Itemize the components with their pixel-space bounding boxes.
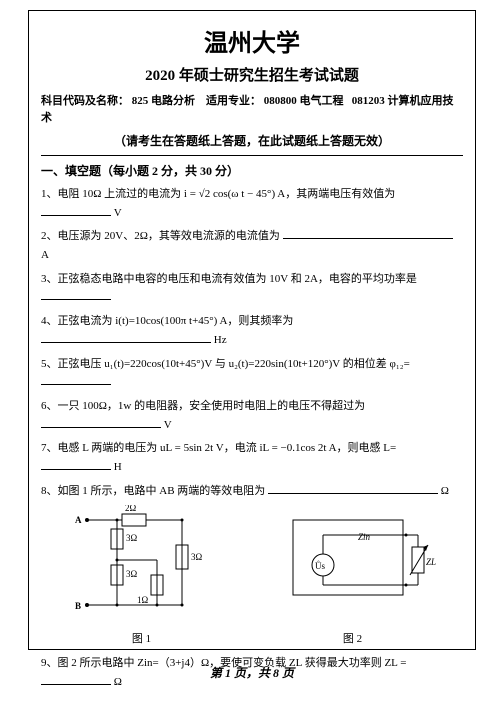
q8: 8、如图 1 所示，电路中 AB 两端的等效电阻为 Ω [41,482,463,501]
divider [41,155,463,156]
q7-text: 7、电感 L 两端的电压为 uL = 5sin 2t V，电流 iL = −0.… [41,442,396,454]
major-label: 适用专业： [206,95,261,107]
q1: 1、电阻 10Ω 上流过的电流为 i = √2 cos(ω t − 45°) A… [41,185,463,222]
blank [41,373,111,385]
page-number: 第 1 页，共 8 页 [210,666,294,680]
blank [41,288,111,300]
fig1-label: 图 1 [67,630,217,646]
q4: 4、正弦电流为 i(t)=10cos(100π t+45°) A，则其频率为 H… [41,312,463,349]
q1-unit: V [114,207,122,219]
page-border: 温州大学 2020 年硕士研究生招生考试试题 科目代码及名称： 825 电路分析… [28,10,476,650]
content: 温州大学 2020 年硕士研究生招生考试试题 科目代码及名称： 825 电路分析… [29,11,475,705]
figures-row: A 2Ω 3Ω 3Ω [41,505,463,646]
figure-2: Zin Ůs [268,505,438,646]
q7: 7、电感 L 两端的电压为 uL = 5sin 2t V，电流 iL = −0.… [41,439,463,476]
section1-title: 一、填空题（每小题 2 分，共 30 分） [41,162,463,179]
fig1-B: B [75,601,81,611]
q8-text: 8、如图 1 所示，电路中 AB 两端的等效电阻为 [41,485,265,497]
q2-text: 2、电压源为 20V、2Ω，其等效电流源的电流值为 [41,230,280,242]
exam-title: 2020 年硕士研究生招生考试试题 [41,64,463,85]
q7-unit: H [114,461,122,473]
blank [41,204,111,216]
blank [41,331,211,343]
figure-1-svg: A 2Ω 3Ω 3Ω [67,505,217,625]
q8-unit: Ω [441,485,449,497]
q4-text: 4、正弦电流为 i(t)=10cos(100π t+45°) A，则其频率为 [41,315,293,327]
blank [41,416,161,428]
blank [283,227,453,239]
fig2-label: 图 2 [268,630,438,646]
q6-text: 6、一只 100Ω，1w 的电阻器，安全使用时电阻上的电压不得超过为 [41,400,365,412]
subject-label: 科目代码及名称： [41,95,129,107]
fig1-r1: 1Ω [137,595,149,605]
major1: 080800 电气工程 [264,95,344,107]
fig1-A: A [75,515,82,525]
subject-line: 科目代码及名称： 825 电路分析 适用专业： 080800 电气工程 0812… [41,93,463,126]
university-name: 温州大学 [41,23,463,58]
fig1-r3b: 3Ω [191,552,203,562]
q2: 2、电压源为 20V、2Ω，其等效电流源的电流值为 A [41,227,463,264]
fig2-zin: Zin [358,532,371,542]
figure-1: A 2Ω 3Ω 3Ω [67,505,217,646]
fig2-us: Ůs [315,561,325,571]
q1-text: 1、电阻 10Ω 上流过的电流为 i = √2 cos(ω t − 45°) A… [41,188,395,200]
q5-text: 5、正弦电压 u₁(t)=220cos(10t+45°)V 与 u₂(t)=22… [41,358,410,370]
q3: 3、正弦稳态电路中电容的电压和电流有效值为 10V 和 2A，电容的平均功率是 [41,270,463,307]
notice: （请考生在答题纸上答题，在此试题纸上答题无效） [41,132,463,149]
q3-text: 3、正弦稳态电路中电容的电压和电流有效值为 10V 和 2A，电容的平均功率是 [41,273,417,285]
fig2-zl: ZL [426,557,436,567]
q6: 6、一只 100Ω，1w 的电阻器，安全使用时电阻上的电压不得超过为 V [41,397,463,434]
fig1-r3c: 3Ω [126,569,138,579]
q2-unit: A [41,249,49,261]
q5: 5、正弦电压 u₁(t)=220cos(10t+45°)V 与 u₂(t)=22… [41,355,463,392]
blank [41,458,111,470]
figure-2-svg: Zin Ůs [268,505,438,625]
q6-unit: V [164,419,172,431]
blank [268,482,438,494]
q4-unit: Hz [214,334,227,346]
fig1-r2: 2Ω [125,505,137,513]
subject-code: 825 电路分析 [132,95,195,107]
fig1-r3a: 3Ω [126,533,138,543]
page-footer: 第 1 页，共 8 页 [0,664,504,681]
